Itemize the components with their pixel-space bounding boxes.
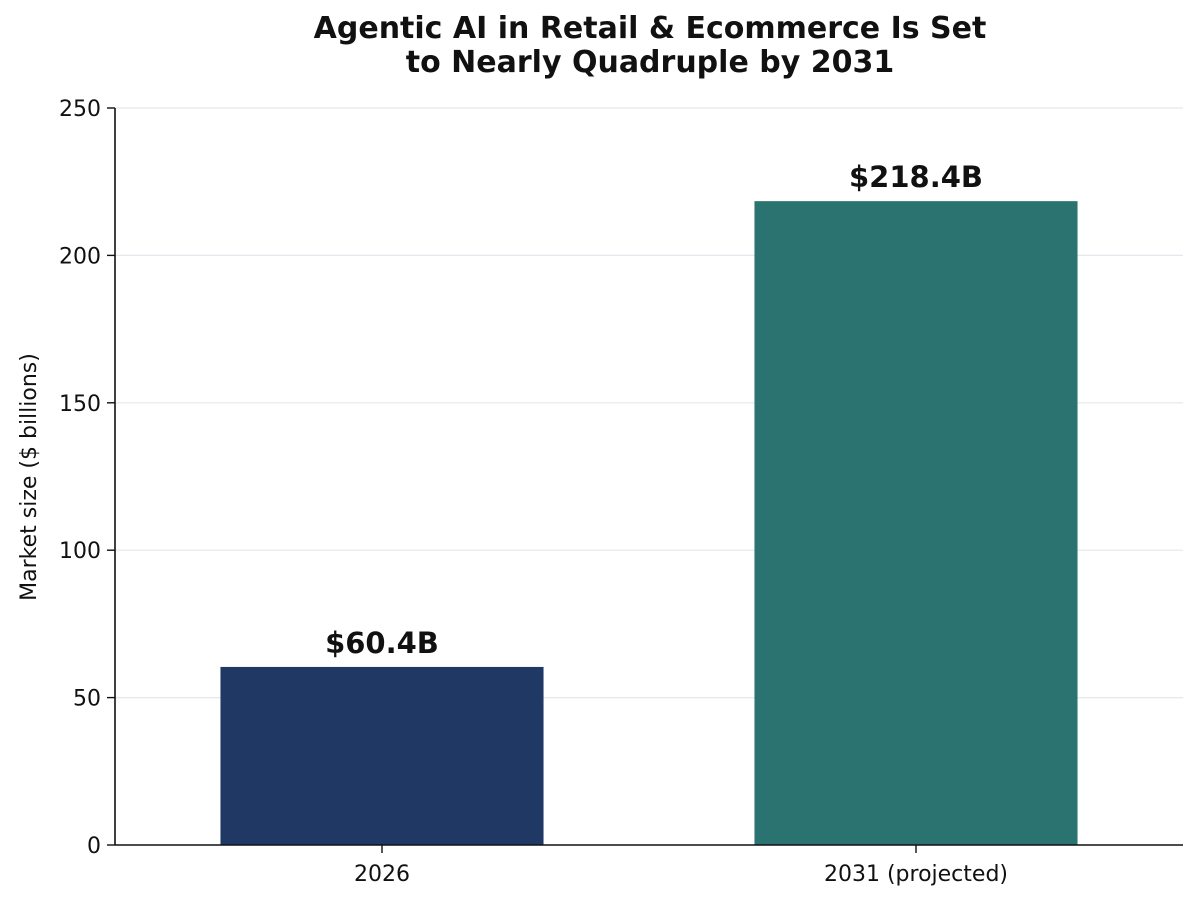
axes [107, 107, 1183, 853]
labels: 0 50 100 150 200 250 2026 $60.4B 2031 (projected… [59, 97, 1008, 887]
y-tick-label: 0 [87, 834, 101, 859]
bar [754, 201, 1078, 845]
bar-value-label: $60.4B [325, 626, 439, 660]
y-axis-title: Market size ($ billions) [17, 353, 42, 601]
y-tick-label: 150 [59, 392, 101, 417]
bar-value-label: $218.4B [849, 160, 983, 194]
bars [220, 201, 1078, 845]
y-tick-label: 50 [73, 687, 101, 712]
chart-title: Agentic AI in Retail & Ecommerce Is Set … [313, 11, 987, 80]
x-tick-label: 2026 [354, 862, 410, 887]
y-tick-label: 200 [59, 244, 101, 269]
y-tick-label: 250 [59, 97, 101, 122]
x-tick-label: 2031 (projected) [824, 862, 1008, 887]
bar [220, 666, 544, 845]
y-tick-label: 100 [59, 539, 101, 564]
